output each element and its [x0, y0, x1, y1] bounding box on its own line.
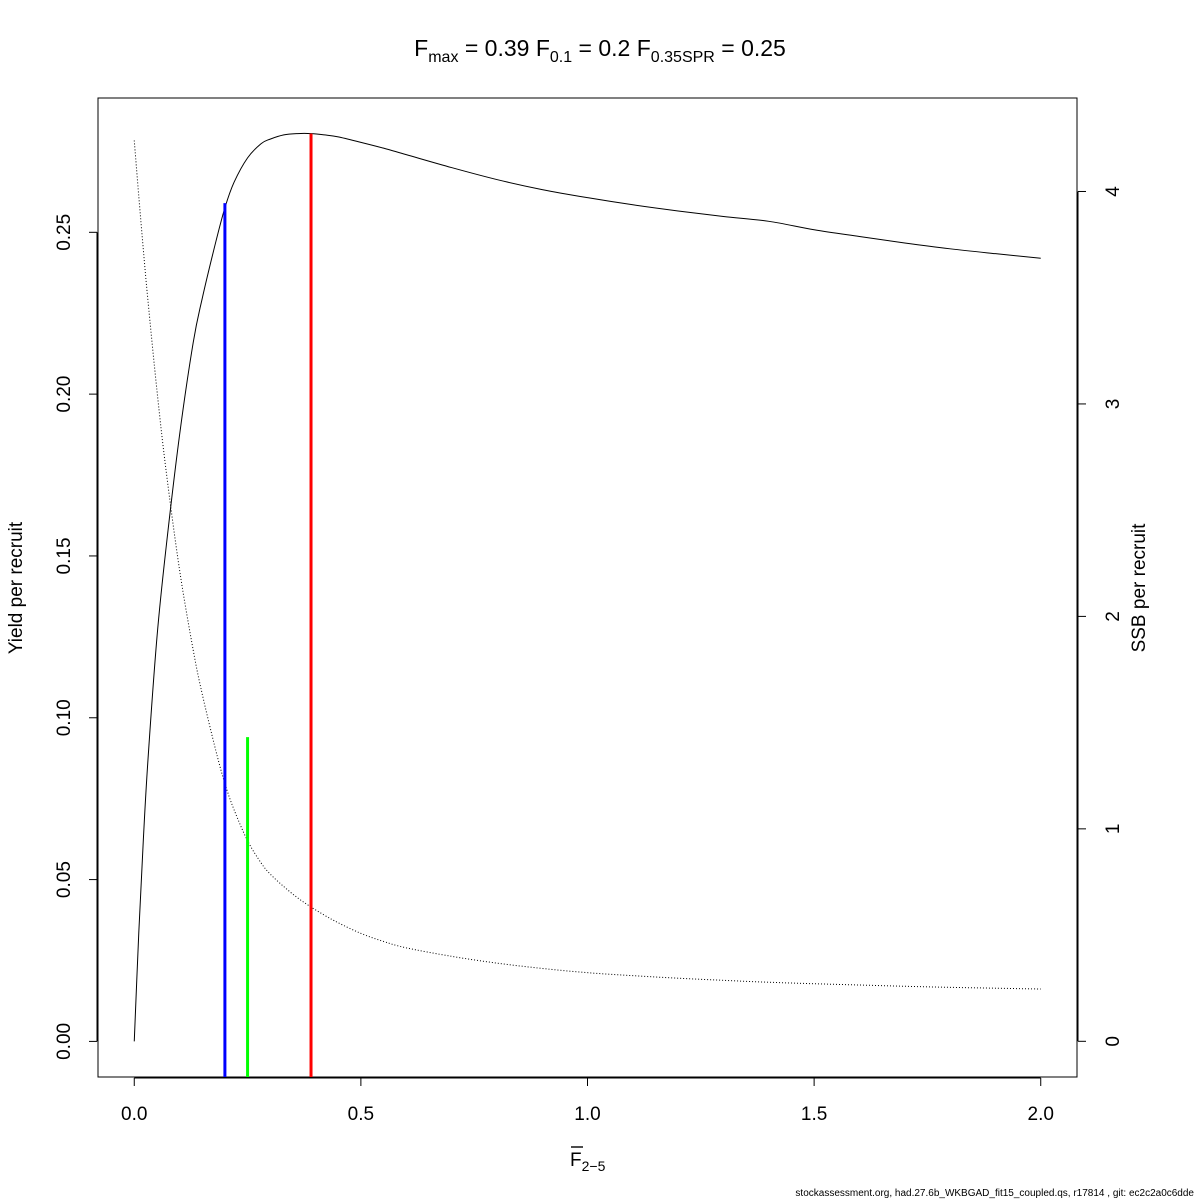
x-tick-label: 0.0: [121, 1104, 147, 1125]
x-tick-label: 2.0: [1028, 1104, 1054, 1125]
x-tick-label: 1.0: [574, 1104, 600, 1125]
y-axis-right-label: SSB per recruit: [1129, 523, 1150, 653]
y-axis-left: 0.00 0.05 0.10 0.15 0.20 0.25: [54, 214, 98, 1060]
title-fspr-value: 0.25: [741, 35, 786, 61]
title-f01-label: F: [536, 35, 550, 61]
y-left-tick-label: 0.10: [54, 699, 75, 736]
y-axis-left-label: Yield per recruit: [6, 521, 27, 654]
title-f01-value: 0.2: [598, 35, 630, 61]
y-axis-right: 0 1 2 3 4: [1077, 186, 1124, 1047]
x-tick-label: 1.5: [801, 1104, 827, 1125]
x-tick-label: 0.5: [348, 1104, 374, 1125]
title-fmax-sub: max: [428, 49, 458, 66]
y-left-tick-label: 0.20: [54, 376, 75, 413]
plot-frame: [97, 97, 1078, 1078]
footer-text: stockassessment.org, had.27.6b_WKBGAD_fi…: [795, 1188, 1194, 1199]
title-fspr-label: F: [637, 35, 651, 61]
title-fmax-value: 0.39: [485, 35, 530, 61]
y-left-tick-label: 0.05: [54, 861, 75, 898]
x-axis-label-main: F: [570, 1150, 582, 1171]
y-right-tick-label: 1: [1103, 824, 1124, 835]
y-right-tick-label: 0: [1103, 1036, 1124, 1047]
chart-title: Fmax = 0.39 F0.1 = 0.2 F0.35SPR = 0.25: [414, 35, 786, 66]
yield-per-recruit-line: [133, 132, 1041, 1042]
y-left-tick-label: 0.00: [54, 1023, 75, 1060]
title-f01-sub: 0.1: [550, 49, 572, 66]
title-fmax-label: F: [414, 35, 428, 61]
ssb-per-recruit-line: [133, 140, 1041, 990]
y-right-tick-label: 2: [1103, 611, 1124, 622]
y-left-tick-label: 0.25: [54, 214, 75, 251]
x-axis: 0.0 0.5 1.0 1.5 2.0: [121, 1077, 1054, 1125]
x-axis-label: F2−5: [570, 1150, 606, 1174]
y-left-tick-label: 0.15: [54, 537, 75, 574]
y-right-tick-label: 4: [1103, 186, 1124, 197]
title-fspr-sub: 0.35SPR: [651, 49, 715, 66]
x-axis-label-sub: 2−5: [582, 1158, 606, 1174]
reference-lines: [223, 133, 313, 1077]
y-right-tick-label: 3: [1103, 399, 1124, 410]
series-layer: [133, 132, 1041, 1042]
